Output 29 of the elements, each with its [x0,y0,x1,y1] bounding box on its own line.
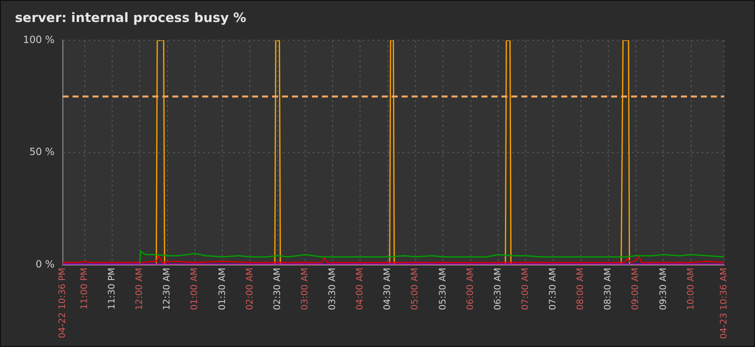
x-tick-label: 11:00 PM [80,268,90,310]
x-tick-label: 10:00 AM [686,268,696,310]
y-tick-label: 100 % [23,34,55,46]
x-tick-label: 03:00 AM [300,268,310,310]
x-tick-label: 08:30 AM [604,268,614,310]
x-tick-label: 06:00 AM [466,268,476,310]
x-tick-label: 09:30 AM [658,268,669,310]
chart-title: server: internal process busy % [14,11,246,26]
y-tick-label: 50 % [29,147,55,158]
x-tick-label: 07:30 AM [548,268,559,310]
x-tick-label: 08:00 AM [576,268,586,310]
x-tick-label: 03:30 AM [328,268,338,310]
x-tick-label: 11:30 PM [108,268,118,310]
x-tick-label: 04:30 AM [383,268,394,310]
x-tick-label: 01:30 AM [218,268,228,310]
x-tick-label: 09:00 AM [631,268,642,310]
x-tick-label: 05:30 AM [438,268,448,310]
x-tick-label: 12:00 AM [135,268,146,310]
x-tick-label: 04:00 AM [356,268,366,310]
y-tick-label: 0 % [36,259,55,270]
x-tick-label: 02:30 AM [272,268,283,310]
x-tick-label: 05:00 AM [410,268,421,310]
x-tick-label: 02:00 AM [245,268,256,310]
x-tick-label: 06:30 AM [493,268,504,310]
x-tick-label: 12:30 AM [162,268,173,310]
x-tick-label: 07:00 AM [520,268,531,310]
x-tick-label: 01:00 AM [190,268,200,310]
x-tick-label: 04-22 10:36 PM [58,268,68,338]
x-tick-label: 04-23 10:36 AM [719,268,730,339]
